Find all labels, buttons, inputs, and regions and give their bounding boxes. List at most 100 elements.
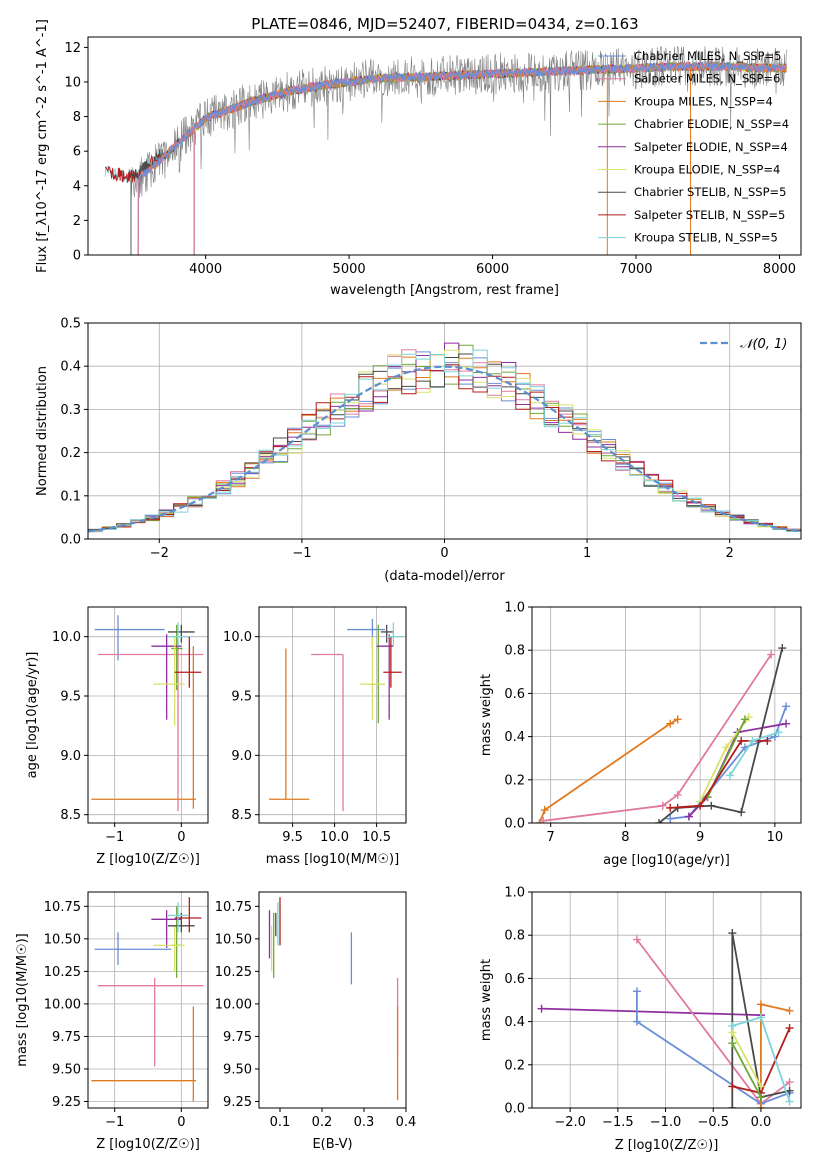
legend-label-salpeter_miles: Salpeter MILES, N_SSP=6 xyxy=(634,72,780,86)
weight-marker-kroupa_miles xyxy=(540,806,549,815)
legend-label-kroupa_elodie: Kroupa ELODIE, N_SSP=4 xyxy=(634,163,780,177)
weight-line-chabrier_miles xyxy=(636,991,790,1105)
xlabel-label: age [log10(age/yr)] xyxy=(603,853,730,868)
y-tick-label: 12 xyxy=(64,41,81,56)
mass-weight-vs-metallicity-panel: −2.0 −1.5 −1.0 −0.5 0.0 0.0 0.2 0.4 0.6 0.8 1.0 Z [… xyxy=(479,886,802,1153)
weight-marker-salpeter_miles xyxy=(632,935,641,944)
legend-label-chabrier_miles: Chabrier MILES, N_SSP=5 xyxy=(634,49,781,63)
y-tick-label: 2 xyxy=(73,214,81,229)
legend-label-kroupa_miles: Kroupa MILES, N_SSP=4 xyxy=(634,94,773,108)
weight-marker-kroupa_stelib xyxy=(785,1097,794,1106)
weight-marker-kroupa_miles xyxy=(673,715,682,724)
y-tick-label: 6 xyxy=(73,145,81,160)
weight-marker-kroupa_miles xyxy=(756,1104,765,1108)
y-tick-label: 9.25 xyxy=(52,1095,81,1110)
weight-marker-kroupa_stelib xyxy=(774,728,783,737)
x-tick-label: 8 xyxy=(621,830,629,845)
x-tick-label: 6000 xyxy=(476,262,509,277)
gaussian-curve xyxy=(88,365,801,533)
weight-marker-kroupa_elodie xyxy=(756,1082,765,1091)
y-tick-label: 9.0 xyxy=(231,749,252,764)
legend-label-chabrier_stelib: Chabrier STELIB, N_SSP=5 xyxy=(634,185,786,199)
y-tick-label: 0.6 xyxy=(504,972,525,987)
weight-marker-kroupa_stelib xyxy=(728,1021,737,1030)
model-spectrum-line-salpeter_miles xyxy=(137,61,787,255)
plot-frame xyxy=(531,891,802,1109)
weight-marker-chabrier_miles xyxy=(666,814,675,823)
xlabel-label: Z [log10(Z/Z☉)] xyxy=(96,852,200,867)
y-tick-label: 10.75 xyxy=(215,900,252,915)
model-spectrum-line-chabrier_stelib xyxy=(130,60,787,255)
x-tick-label: 0.2 xyxy=(312,1115,333,1130)
ylabel-label: Flux [f_λ10^-17 erg cm^-2 s^-1 A^-1] xyxy=(35,19,50,273)
y-tick-label: 8.5 xyxy=(231,808,252,823)
y-tick-label: 9.25 xyxy=(223,1095,252,1110)
y-tick-label: 10.25 xyxy=(215,965,252,980)
y-tick-label: 10.50 xyxy=(215,932,252,947)
weight-marker-chabrier_stelib xyxy=(728,929,737,938)
y-tick-label: 0.0 xyxy=(504,817,525,832)
y-tick-label: 9.50 xyxy=(223,1062,252,1077)
legend-label-gaussian: 𝒩(0, 1) xyxy=(740,337,787,352)
y-tick-label: 0.0 xyxy=(60,533,81,548)
y-tick-label: 0 xyxy=(73,249,81,264)
y-tick-label: 1.0 xyxy=(504,601,525,616)
y-tick-label: 0.4 xyxy=(504,1015,525,1030)
xlabel-label: Z [log10(Z/Z☉)] xyxy=(96,1137,200,1152)
weight-marker-chabrier_stelib xyxy=(728,1104,737,1108)
x-tick-label: 9.5 xyxy=(282,830,303,845)
xlabel-label: mass [log10(M/M☉)] xyxy=(266,852,399,867)
x-tick-label: 0 xyxy=(177,1115,185,1130)
x-tick-label: 0.3 xyxy=(354,1115,375,1130)
weight-marker-chabrier_elodie xyxy=(756,1093,765,1102)
weight-marker-kroupa_stelib xyxy=(756,1013,765,1022)
y-tick-label: 10.75 xyxy=(44,900,81,915)
plot-frame xyxy=(87,891,209,1109)
legend-label-salpeter_elodie: Salpeter ELODIE, N_SSP=4 xyxy=(634,140,788,154)
legend-label-salpeter_stelib: Salpeter STELIB, N_SSP=5 xyxy=(634,208,785,222)
residual-histogram-panel: −2 −1 0 1 2 0.0 0.1 0.2 0.3 0.4 0.5 𝒩(0, 1) (data-mo… xyxy=(35,317,802,584)
x-tick-label: −2.0 xyxy=(554,1115,586,1130)
age-vs-metallicity-panel: −1 0 8.5 9.0 9.5 10.0 Z [log10(Z/Z☉)] age [log1… xyxy=(25,606,209,867)
x-tick-label: 0 xyxy=(177,830,185,845)
x-tick-label: −1 xyxy=(292,546,311,561)
weight-line-salpeter_miles xyxy=(543,654,772,822)
x-tick-label: 10 xyxy=(767,830,784,845)
ylabel-label: mass [log10(M/M☉)] xyxy=(15,933,30,1066)
xlabel-label: wavelength [Angstrom, rest frame] xyxy=(330,283,559,298)
y-tick-label: 0.2 xyxy=(60,446,81,461)
legend-label-chabrier_elodie: Chabrier ELODIE, N_SSP=4 xyxy=(634,117,789,131)
x-tick-label: 10.5 xyxy=(362,830,391,845)
y-tick-label: 0.2 xyxy=(504,1058,525,1073)
legend-label-kroupa_stelib: Kroupa STELIB, N_SSP=5 xyxy=(634,231,778,245)
y-tick-label: 0.6 xyxy=(504,687,525,702)
weight-line-salpeter_elodie xyxy=(541,1007,761,1016)
weight-marker-salpeter_miles xyxy=(785,1078,794,1087)
y-tick-label: 9.5 xyxy=(60,690,81,705)
ylabel-label: mass weight xyxy=(479,959,494,1041)
x-tick-label: −0.5 xyxy=(697,1115,729,1130)
x-tick-label: −1 xyxy=(105,1115,124,1130)
model-spectrum-line-kroupa_miles xyxy=(137,60,787,255)
weight-marker-chabrier_miles xyxy=(782,702,791,711)
y-tick-label: 10.25 xyxy=(44,965,81,980)
weight-marker-salpeter_elodie xyxy=(537,1004,546,1013)
plot-frame xyxy=(258,606,407,824)
weight-line-chabrier_elodie xyxy=(731,1042,762,1098)
y-tick-label: 0.4 xyxy=(504,730,525,745)
xlabel-label: E(B-V) xyxy=(312,1137,352,1152)
ylabel-label: age [log10(age/yr)] xyxy=(25,652,40,779)
plot-frame xyxy=(87,606,209,824)
plot-frame xyxy=(87,36,802,256)
weight-marker-salpeter_elodie xyxy=(684,812,693,821)
x-tick-label: 0 xyxy=(440,546,448,561)
spectrum-panel: 4000 5000 6000 7000 8000 0 2 4 6 8 10 12 Chabrier MI… xyxy=(35,19,802,298)
weight-marker-salpeter_stelib xyxy=(666,803,675,812)
y-tick-label: 9.75 xyxy=(52,1030,81,1045)
y-tick-label: 8 xyxy=(73,110,81,125)
weight-marker-salpeter_stelib xyxy=(785,1024,794,1033)
weight-marker-kroupa_stelib xyxy=(726,771,735,780)
x-tick-label: −1 xyxy=(105,830,124,845)
y-tick-label: 10.0 xyxy=(223,630,252,645)
xlabel-label: Z [log10(Z/Z☉)] xyxy=(615,1138,719,1153)
